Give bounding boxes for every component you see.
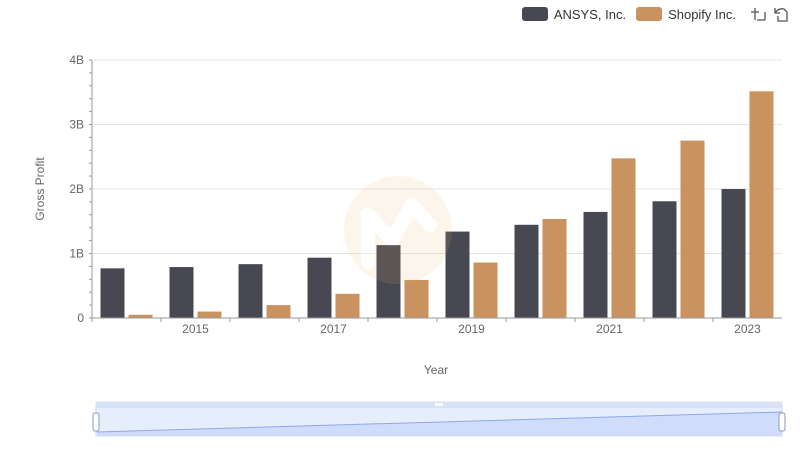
- x-tick-label: 2015: [182, 322, 209, 336]
- bars: [100, 91, 774, 318]
- zoom-slider-left-handle[interactable]: [92, 412, 100, 432]
- legend: ANSYS, Inc. Shopify Inc.: [521, 4, 790, 24]
- bar-shopify-2014[interactable]: [128, 314, 153, 318]
- bar-shopify-2018[interactable]: [404, 279, 429, 318]
- bar-shopify-2020[interactable]: [542, 218, 567, 318]
- zoom-slider-grip[interactable]: [435, 403, 443, 406]
- bar-ansys-2022[interactable]: [652, 201, 677, 318]
- x-tick-label: 2019: [458, 322, 485, 336]
- y-tick-label: 0: [77, 311, 84, 325]
- bar-ansys-2018[interactable]: [376, 245, 401, 318]
- zoom-slider-preview-area: [97, 412, 782, 436]
- grid-lines: [92, 59, 782, 319]
- bar-ansys-2020[interactable]: [514, 224, 539, 318]
- y-tick-label: 3B: [69, 118, 84, 132]
- bar-ansys-2019[interactable]: [445, 231, 470, 318]
- y-tick-label: 1B: [69, 247, 84, 261]
- legend-label-ansys: ANSYS, Inc.: [553, 6, 627, 22]
- zoom-slider-preview-line: [96, 411, 783, 433]
- legend-item-shopify[interactable]: Shopify Inc.: [636, 7, 736, 22]
- x-tick-label: 2023: [734, 322, 761, 336]
- x-axis: 2015 2017 2019 2021 2023: [91, 317, 782, 336]
- bar-shopify-2021[interactable]: [611, 158, 636, 318]
- y-tick-label: 4B: [69, 53, 84, 67]
- watermark-logo: [344, 176, 452, 284]
- bar-ansys-2016[interactable]: [238, 264, 263, 318]
- bar-ansys-2017[interactable]: [307, 257, 332, 318]
- bar-shopify-2022[interactable]: [680, 140, 705, 318]
- zoom-icon[interactable]: [748, 4, 768, 24]
- bar-shopify-2023[interactable]: [749, 91, 774, 318]
- x-tick-label: 2021: [596, 322, 623, 336]
- legend-swatch-shopify: [636, 7, 663, 21]
- legend-swatch-ansys: [521, 7, 548, 21]
- bar-shopify-2016[interactable]: [266, 305, 291, 318]
- bar-shopify-2019[interactable]: [473, 262, 498, 318]
- bar-shopify-2017[interactable]: [335, 293, 360, 318]
- x-axis-title: Year: [424, 363, 448, 377]
- y-axis: 0 1B 2B 3B 4B: [69, 53, 93, 325]
- x-tick-label: 2017: [320, 322, 347, 336]
- legend-item-ansys[interactable]: ANSYS, Inc.: [521, 6, 627, 22]
- y-tick-label: 2B: [69, 182, 84, 196]
- bar-ansys-2023[interactable]: [721, 189, 746, 318]
- legend-label-shopify: Shopify Inc.: [668, 6, 736, 22]
- bar-shopify-2015[interactable]: [197, 311, 222, 318]
- zoom-slider-right-handle[interactable]: [778, 412, 786, 432]
- bar-ansys-2021[interactable]: [583, 211, 608, 318]
- bar-ansys-2014[interactable]: [100, 268, 125, 318]
- restore-icon[interactable]: [770, 4, 790, 24]
- zoom-slider[interactable]: [92, 401, 786, 437]
- bar-ansys-2015[interactable]: [169, 267, 194, 318]
- y-axis-title: Gross Profit: [33, 157, 47, 221]
